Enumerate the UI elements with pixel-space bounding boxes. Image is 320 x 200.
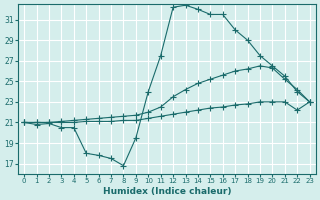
X-axis label: Humidex (Indice chaleur): Humidex (Indice chaleur) [103, 187, 231, 196]
